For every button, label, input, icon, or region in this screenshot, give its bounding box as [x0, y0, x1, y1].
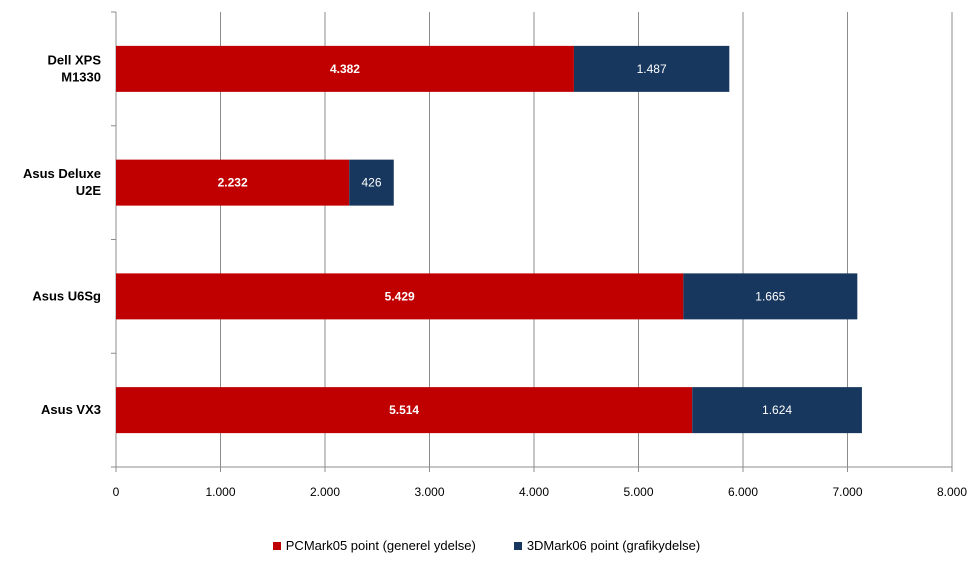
- category-label-line: Asus U6Sg: [32, 288, 101, 303]
- x-tick-label: 5.000: [623, 485, 653, 499]
- data-label: 5.514: [389, 403, 419, 417]
- bar-segment-series-0: [116, 45, 574, 92]
- category-label-line: Dell XPS: [48, 52, 102, 67]
- x-tick-label: 1.000: [205, 485, 235, 499]
- category-label: Asus Deluxe U2E: [23, 166, 101, 198]
- bar-segment-series-1: [573, 45, 730, 92]
- x-tick-label: 4.000: [519, 485, 549, 499]
- bar-segment-series-0: [116, 387, 693, 434]
- bar-segment-series-1: [349, 159, 394, 206]
- data-label: 1.665: [755, 289, 785, 303]
- data-label: 5.429: [385, 289, 415, 303]
- x-tick-label: 7.000: [832, 485, 862, 499]
- legend-swatch-3dmark: [513, 541, 522, 550]
- category-label-line: U2E: [76, 183, 102, 198]
- category-label-line: Asus VX3: [41, 402, 101, 417]
- x-tick-label: 3.000: [414, 485, 444, 499]
- bar-segment-series-0: [116, 273, 684, 320]
- category-label: Dell XPS M1330: [48, 52, 102, 84]
- legend-label-3dmark: 3DMark06 point (grafikydelse): [526, 538, 701, 553]
- legend: PCMark05 point (generel ydelse) 3DMark06…: [0, 538, 973, 553]
- x-tick-label: 8.000: [937, 485, 967, 499]
- category-label-line: M1330: [61, 69, 101, 84]
- x-tick-label: 2.000: [310, 485, 340, 499]
- bar-segment-series-1: [692, 387, 862, 434]
- x-tick-label: 6.000: [728, 485, 758, 499]
- legend-item-pcmark: PCMark05 point (generel ydelse): [272, 538, 476, 553]
- category-label-line: Asus Deluxe: [23, 166, 101, 181]
- data-label: 1.487: [637, 62, 667, 76]
- category-label: Asus VX3: [41, 402, 101, 417]
- legend-swatch-pcmark: [272, 541, 281, 550]
- legend-item-3dmark: 3DMark06 point (grafikydelse): [513, 538, 701, 553]
- data-label: 2.232: [218, 176, 248, 190]
- data-label: 1.624: [762, 403, 792, 417]
- bar-segment-series-1: [683, 273, 858, 320]
- data-label: 426: [361, 176, 381, 190]
- bar-segment-series-0: [116, 159, 350, 206]
- x-tick-label: 0: [113, 485, 120, 499]
- category-label: Asus U6Sg: [32, 288, 101, 303]
- data-label: 4.382: [330, 62, 360, 76]
- legend-label-pcmark: PCMark05 point (generel ydelse): [285, 538, 476, 553]
